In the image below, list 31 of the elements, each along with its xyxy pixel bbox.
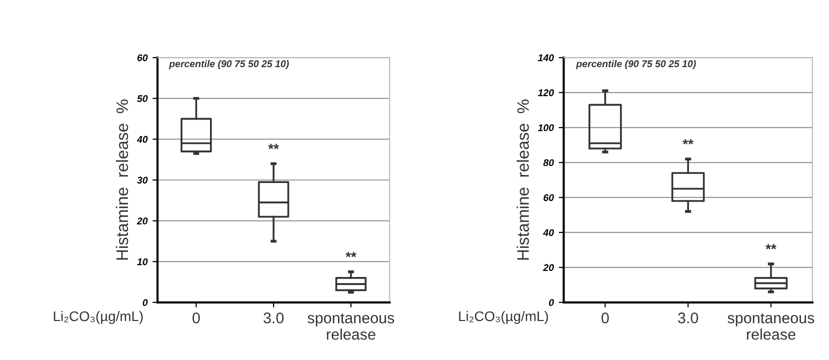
- y-tick-label: 10: [137, 258, 148, 266]
- x-tick-label: spontaneous release: [728, 313, 814, 340]
- x-axis-title: Li₂CO₃(µg/mL): [459, 310, 548, 324]
- y-tick-label: 40: [543, 229, 554, 236]
- x-tick-label: spontaneous release: [308, 313, 394, 340]
- x-axis-title: Li₂CO₃(µg/mL): [54, 310, 143, 324]
- y-tick-label: 50: [137, 95, 148, 102]
- y-tick-label: 20: [136, 218, 148, 224]
- y-axis-title: Histamine release %: [116, 100, 128, 260]
- y-tick-label: 20: [543, 264, 554, 272]
- x-tick-label: 3.0: [264, 312, 284, 324]
- y-tick-label: 100: [538, 124, 554, 132]
- y-tick-label: 30: [137, 176, 148, 184]
- y-tick-label: 60: [137, 54, 148, 62]
- y-tick-label: 0: [548, 299, 554, 306]
- annotation: **: [766, 244, 776, 250]
- annotation: **: [346, 252, 356, 258]
- y-tick-label: 40: [136, 136, 148, 143]
- annotation: percentile (90 75 50 25 10): [168, 60, 289, 70]
- y-tick-label: 60: [544, 194, 554, 202]
- x-tick-label: 0: [602, 312, 609, 324]
- y-tick-label: 120: [538, 89, 554, 96]
- annotation: percentile (90 75 50 25 10): [576, 60, 696, 70]
- annotation: **: [682, 139, 694, 144]
- y-axis-title: Histamine release %: [516, 100, 529, 260]
- x-tick-label: 0: [192, 312, 200, 324]
- x-tick-label: 3.0: [678, 312, 698, 324]
- y-tick-label: 140: [538, 54, 554, 62]
- y-tick-label: 0: [142, 299, 148, 306]
- annotation: **: [268, 144, 279, 150]
- y-tick-label: 80: [543, 159, 554, 166]
